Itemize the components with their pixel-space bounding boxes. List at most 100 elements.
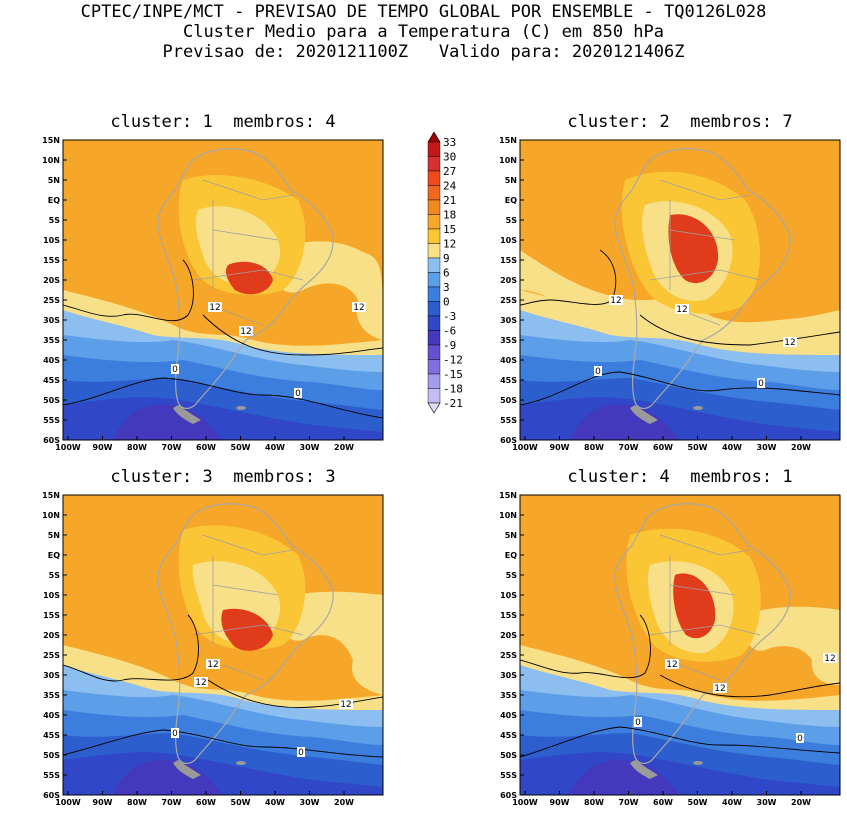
falklands [693,406,703,410]
lat-label: 10N [42,511,60,520]
lat-label: 20S [500,631,517,640]
temperature-band [520,250,840,348]
contour-line [639,314,840,346]
lon-label: 50W [688,443,708,452]
contour-label-bg [757,378,765,388]
lon-label: 70W [619,443,639,452]
contour-line [202,314,383,356]
contour-label: 12 [399,323,410,333]
land-south [173,760,201,779]
lat-label: 5N [48,176,60,185]
contour-label: 12 [340,700,351,710]
country-border [679,664,721,681]
contour-label-bg [796,733,804,743]
map-panel-cluster-1: 12 12 12 12 0 0 15N 10N 5N EQ 5S 10S 15S 20S 25S 30S 35S… [28,136,388,460]
colorbar-label: 12 [443,238,456,251]
lat-label: EQ [48,551,60,560]
contour-label-bg [823,653,837,663]
lat-label: 10S [43,236,60,245]
land-south [630,405,658,424]
country-border [192,269,304,281]
lat-label: EQ [505,196,517,205]
lat-label: 15N [42,491,60,500]
contour-label-bg [206,659,220,669]
colorbar-swatch [427,141,441,157]
map-frame [62,494,384,796]
contour-label: 12 [714,684,725,694]
lat-label: 10S [500,591,517,600]
contour-label: 12 [240,327,251,337]
lat-label: 40S [43,356,60,365]
coastline [614,503,791,764]
contour-line [520,614,651,679]
contour-line [63,259,194,322]
lon-label: 100W [55,443,81,452]
contour-line [63,729,383,758]
lat-label: 50S [500,396,517,405]
contour-label: 0 [595,367,601,377]
colorbar-label: -12 [443,354,463,367]
lat-label: 45S [43,731,60,740]
colorbar-swatch [427,359,441,375]
colorbar-swatch [427,373,441,389]
contour-line [520,371,840,406]
contour-label-bg [385,597,399,607]
contour-line [63,614,199,682]
colorbar-label: 21 [443,194,456,207]
lat-label: EQ [48,196,60,205]
country-border [212,584,279,596]
lon-label: 30W [757,443,777,452]
colorbar-arrow-bottom [427,402,441,414]
contour-label-bg [783,337,797,347]
colorbar-label: 33 [443,136,456,149]
colorbar-swatch [427,301,441,317]
lat-label: 15S [500,611,517,620]
temperature-band [221,608,273,651]
colorbar-label: -18 [443,383,463,396]
lat-label: 40S [500,711,517,720]
colorbar-label: -6 [443,325,456,338]
contour-label-bg [171,364,179,374]
lat-label: 35S [43,691,60,700]
country-border [192,624,304,636]
contour-label: 12 [824,654,835,664]
lat-label: 60S [43,791,60,800]
contour-label: 12 [784,338,795,348]
map-svg: 12 12 12 0 0 15N 10N 5N EQ 5S 10S 15S 20S 25S 30S 35S 40… [499,491,841,807]
lon-label: 40W [265,443,285,452]
contour-line [520,249,617,306]
country-border [222,664,264,681]
lat-label: 15S [43,256,60,265]
land-south [630,760,658,779]
contour-label: 0 [635,718,641,728]
lat-label: 50S [500,751,517,760]
lat-label: 50S [43,396,60,405]
lat-label: 10S [43,591,60,600]
map-svg: 12 12 12 0 0 15N 10N 5N EQ 5S 10S 15S 20S 25S 30S 35S 40… [499,136,841,452]
lat-label: 55S [500,416,517,425]
map-panel-cluster-4: 12 12 12 0 0 15N 10N 5N EQ 5S 10S 15S 20S 25S 30S 35S 40… [485,491,845,815]
lat-label: EQ [505,551,517,560]
lat-label: 60S [43,436,60,445]
panel-1-title: cluster: 1 membros: 4 [110,112,336,132]
map-frame [62,139,384,441]
contour-label-bg [665,659,679,669]
contour-label: 12 [610,296,621,306]
lon-label: 90W [93,443,113,452]
colorbar-swatch [427,170,441,186]
colorbar-swatch [427,315,441,331]
lat-label: 5S [506,571,518,580]
lon-label: 20W [334,443,354,452]
contour-label-bg [398,322,412,332]
contour-label-bg [297,747,305,757]
colorbar-swatch [427,214,441,230]
lon-label: 60W [653,443,673,452]
country-border [212,229,279,241]
lat-label: 60S [500,791,517,800]
lat-label: 15S [500,256,517,265]
contour-label: 0 [172,365,178,375]
lat-label: 30S [500,316,517,325]
contour-line [207,679,383,708]
contour-label-bg [171,728,179,738]
